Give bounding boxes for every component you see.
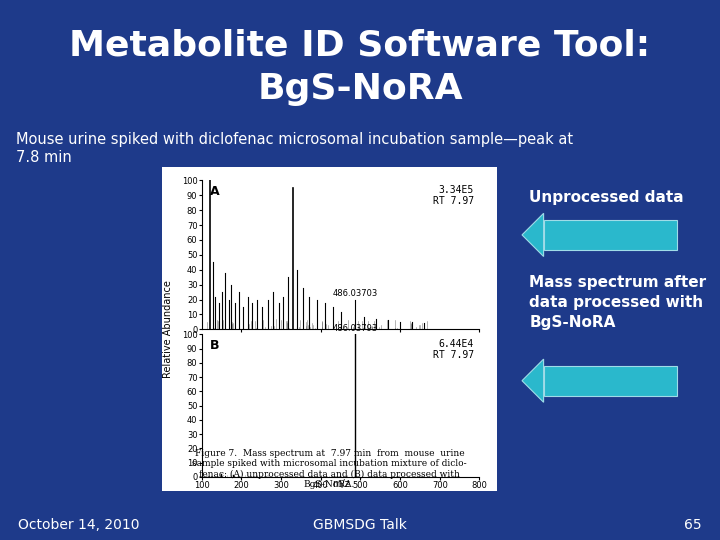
Text: BgS-NoRA: BgS-NoRA xyxy=(257,72,463,106)
Text: Mass spectrum after
data processed with
BgS-NoRA: Mass spectrum after data processed with … xyxy=(529,275,706,330)
Text: October 14, 2010: October 14, 2010 xyxy=(18,518,140,532)
Text: Unprocessed data: Unprocessed data xyxy=(529,190,684,205)
Bar xyxy=(544,220,677,249)
Text: A: A xyxy=(210,185,220,198)
Text: m/z: m/z xyxy=(332,478,349,489)
Bar xyxy=(544,366,677,395)
Text: Figure 7.  Mass spectrum at  7.97 min  from  mouse  urine
sample spiked with mic: Figure 7. Mass spectrum at 7.97 min from… xyxy=(192,449,467,489)
Polygon shape xyxy=(522,359,544,402)
Text: Mouse urine spiked with diclofenac microsomal incubation sample—peak at
7.8 min: Mouse urine spiked with diclofenac micro… xyxy=(16,132,573,165)
Text: Metabolite ID Software Tool:: Metabolite ID Software Tool: xyxy=(69,29,651,63)
Text: 6.44E4
RT 7.97: 6.44E4 RT 7.97 xyxy=(433,339,474,360)
Polygon shape xyxy=(522,213,544,256)
Text: 486.03703: 486.03703 xyxy=(332,289,377,298)
Text: B: B xyxy=(210,339,220,352)
Text: 486.03793: 486.03793 xyxy=(332,324,377,333)
Bar xyxy=(162,167,497,491)
Text: Relative Abundance: Relative Abundance xyxy=(163,280,173,379)
Text: 65: 65 xyxy=(685,518,702,532)
Text: 3.34E5
RT 7.97: 3.34E5 RT 7.97 xyxy=(433,185,474,206)
Text: GBMSDG Talk: GBMSDG Talk xyxy=(313,518,407,532)
